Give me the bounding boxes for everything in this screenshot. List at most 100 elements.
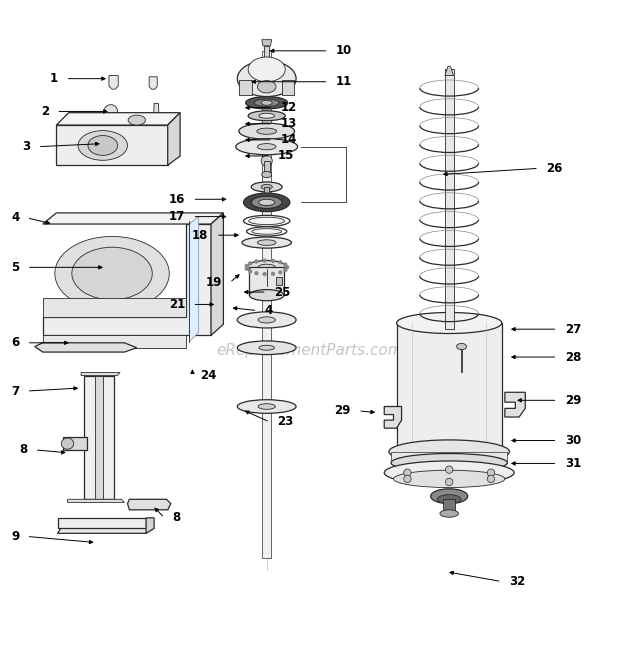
Text: 30: 30	[565, 434, 581, 447]
Ellipse shape	[237, 312, 296, 328]
Ellipse shape	[394, 470, 505, 488]
Text: 16: 16	[169, 193, 185, 206]
Polygon shape	[505, 392, 525, 417]
Ellipse shape	[261, 100, 272, 105]
Ellipse shape	[247, 260, 286, 274]
Ellipse shape	[259, 199, 275, 205]
Polygon shape	[384, 406, 402, 428]
Ellipse shape	[237, 341, 296, 355]
Text: 5: 5	[11, 261, 19, 274]
Bar	[239, 80, 252, 96]
Ellipse shape	[88, 136, 118, 155]
Ellipse shape	[261, 184, 272, 189]
Ellipse shape	[128, 115, 146, 125]
Text: 11: 11	[336, 75, 352, 89]
Ellipse shape	[78, 130, 128, 160]
Text: 8: 8	[19, 443, 27, 456]
Polygon shape	[168, 112, 180, 165]
Ellipse shape	[249, 289, 284, 301]
Text: 28: 28	[565, 351, 581, 364]
Bar	[443, 499, 455, 514]
Polygon shape	[43, 335, 186, 348]
Ellipse shape	[251, 196, 282, 209]
Ellipse shape	[257, 240, 276, 245]
Circle shape	[248, 261, 252, 266]
Ellipse shape	[262, 171, 272, 178]
Text: 10: 10	[336, 45, 352, 57]
Ellipse shape	[440, 510, 458, 517]
Ellipse shape	[248, 111, 285, 121]
Text: 18: 18	[192, 229, 208, 242]
Ellipse shape	[246, 97, 288, 109]
Text: 27: 27	[565, 323, 581, 336]
Circle shape	[254, 259, 259, 264]
Text: 31: 31	[565, 457, 581, 470]
Ellipse shape	[257, 143, 276, 150]
Polygon shape	[58, 518, 146, 528]
Ellipse shape	[258, 264, 275, 271]
Circle shape	[244, 264, 249, 268]
Text: 32: 32	[509, 575, 525, 588]
Text: 24: 24	[200, 369, 216, 382]
Polygon shape	[109, 76, 118, 89]
Bar	[281, 80, 294, 96]
Ellipse shape	[244, 193, 290, 212]
Polygon shape	[276, 276, 282, 285]
Text: 21: 21	[169, 298, 185, 311]
Ellipse shape	[259, 113, 275, 118]
Text: 7: 7	[11, 384, 19, 397]
Polygon shape	[211, 213, 223, 335]
Ellipse shape	[391, 453, 507, 472]
Text: 9: 9	[11, 530, 19, 543]
Polygon shape	[43, 213, 223, 224]
Circle shape	[283, 262, 288, 267]
Ellipse shape	[252, 229, 281, 234]
Ellipse shape	[254, 99, 279, 107]
Text: 29: 29	[565, 394, 581, 407]
Polygon shape	[189, 216, 198, 342]
Ellipse shape	[438, 495, 461, 504]
Bar	[264, 46, 269, 63]
Bar	[264, 187, 269, 193]
Ellipse shape	[72, 247, 153, 300]
Ellipse shape	[236, 139, 298, 155]
Ellipse shape	[257, 128, 277, 134]
Ellipse shape	[237, 61, 296, 97]
Circle shape	[487, 469, 495, 476]
Text: 4: 4	[265, 304, 273, 317]
Ellipse shape	[239, 123, 294, 140]
Circle shape	[446, 478, 453, 486]
Polygon shape	[262, 39, 272, 46]
Circle shape	[487, 475, 495, 483]
Circle shape	[278, 270, 283, 275]
Ellipse shape	[431, 489, 467, 504]
Text: 15: 15	[278, 149, 294, 163]
Bar	[397, 323, 502, 465]
Bar	[249, 267, 284, 295]
Circle shape	[271, 258, 275, 263]
Ellipse shape	[258, 317, 275, 323]
Ellipse shape	[384, 461, 514, 484]
Ellipse shape	[244, 215, 290, 227]
Circle shape	[248, 269, 252, 273]
Ellipse shape	[248, 57, 285, 82]
Ellipse shape	[249, 217, 285, 225]
Polygon shape	[58, 528, 149, 534]
Circle shape	[262, 258, 267, 263]
Polygon shape	[81, 373, 120, 375]
Text: 14: 14	[280, 133, 297, 147]
Circle shape	[278, 260, 283, 264]
Text: 29: 29	[334, 404, 351, 417]
Polygon shape	[43, 298, 186, 317]
Circle shape	[254, 271, 259, 275]
Ellipse shape	[261, 155, 272, 167]
Polygon shape	[146, 518, 154, 534]
Text: 1: 1	[50, 72, 58, 85]
Bar	[84, 375, 114, 499]
Ellipse shape	[259, 345, 275, 350]
Ellipse shape	[237, 400, 296, 413]
Circle shape	[244, 267, 249, 271]
Ellipse shape	[251, 182, 282, 192]
Ellipse shape	[257, 81, 276, 93]
Ellipse shape	[242, 237, 291, 248]
